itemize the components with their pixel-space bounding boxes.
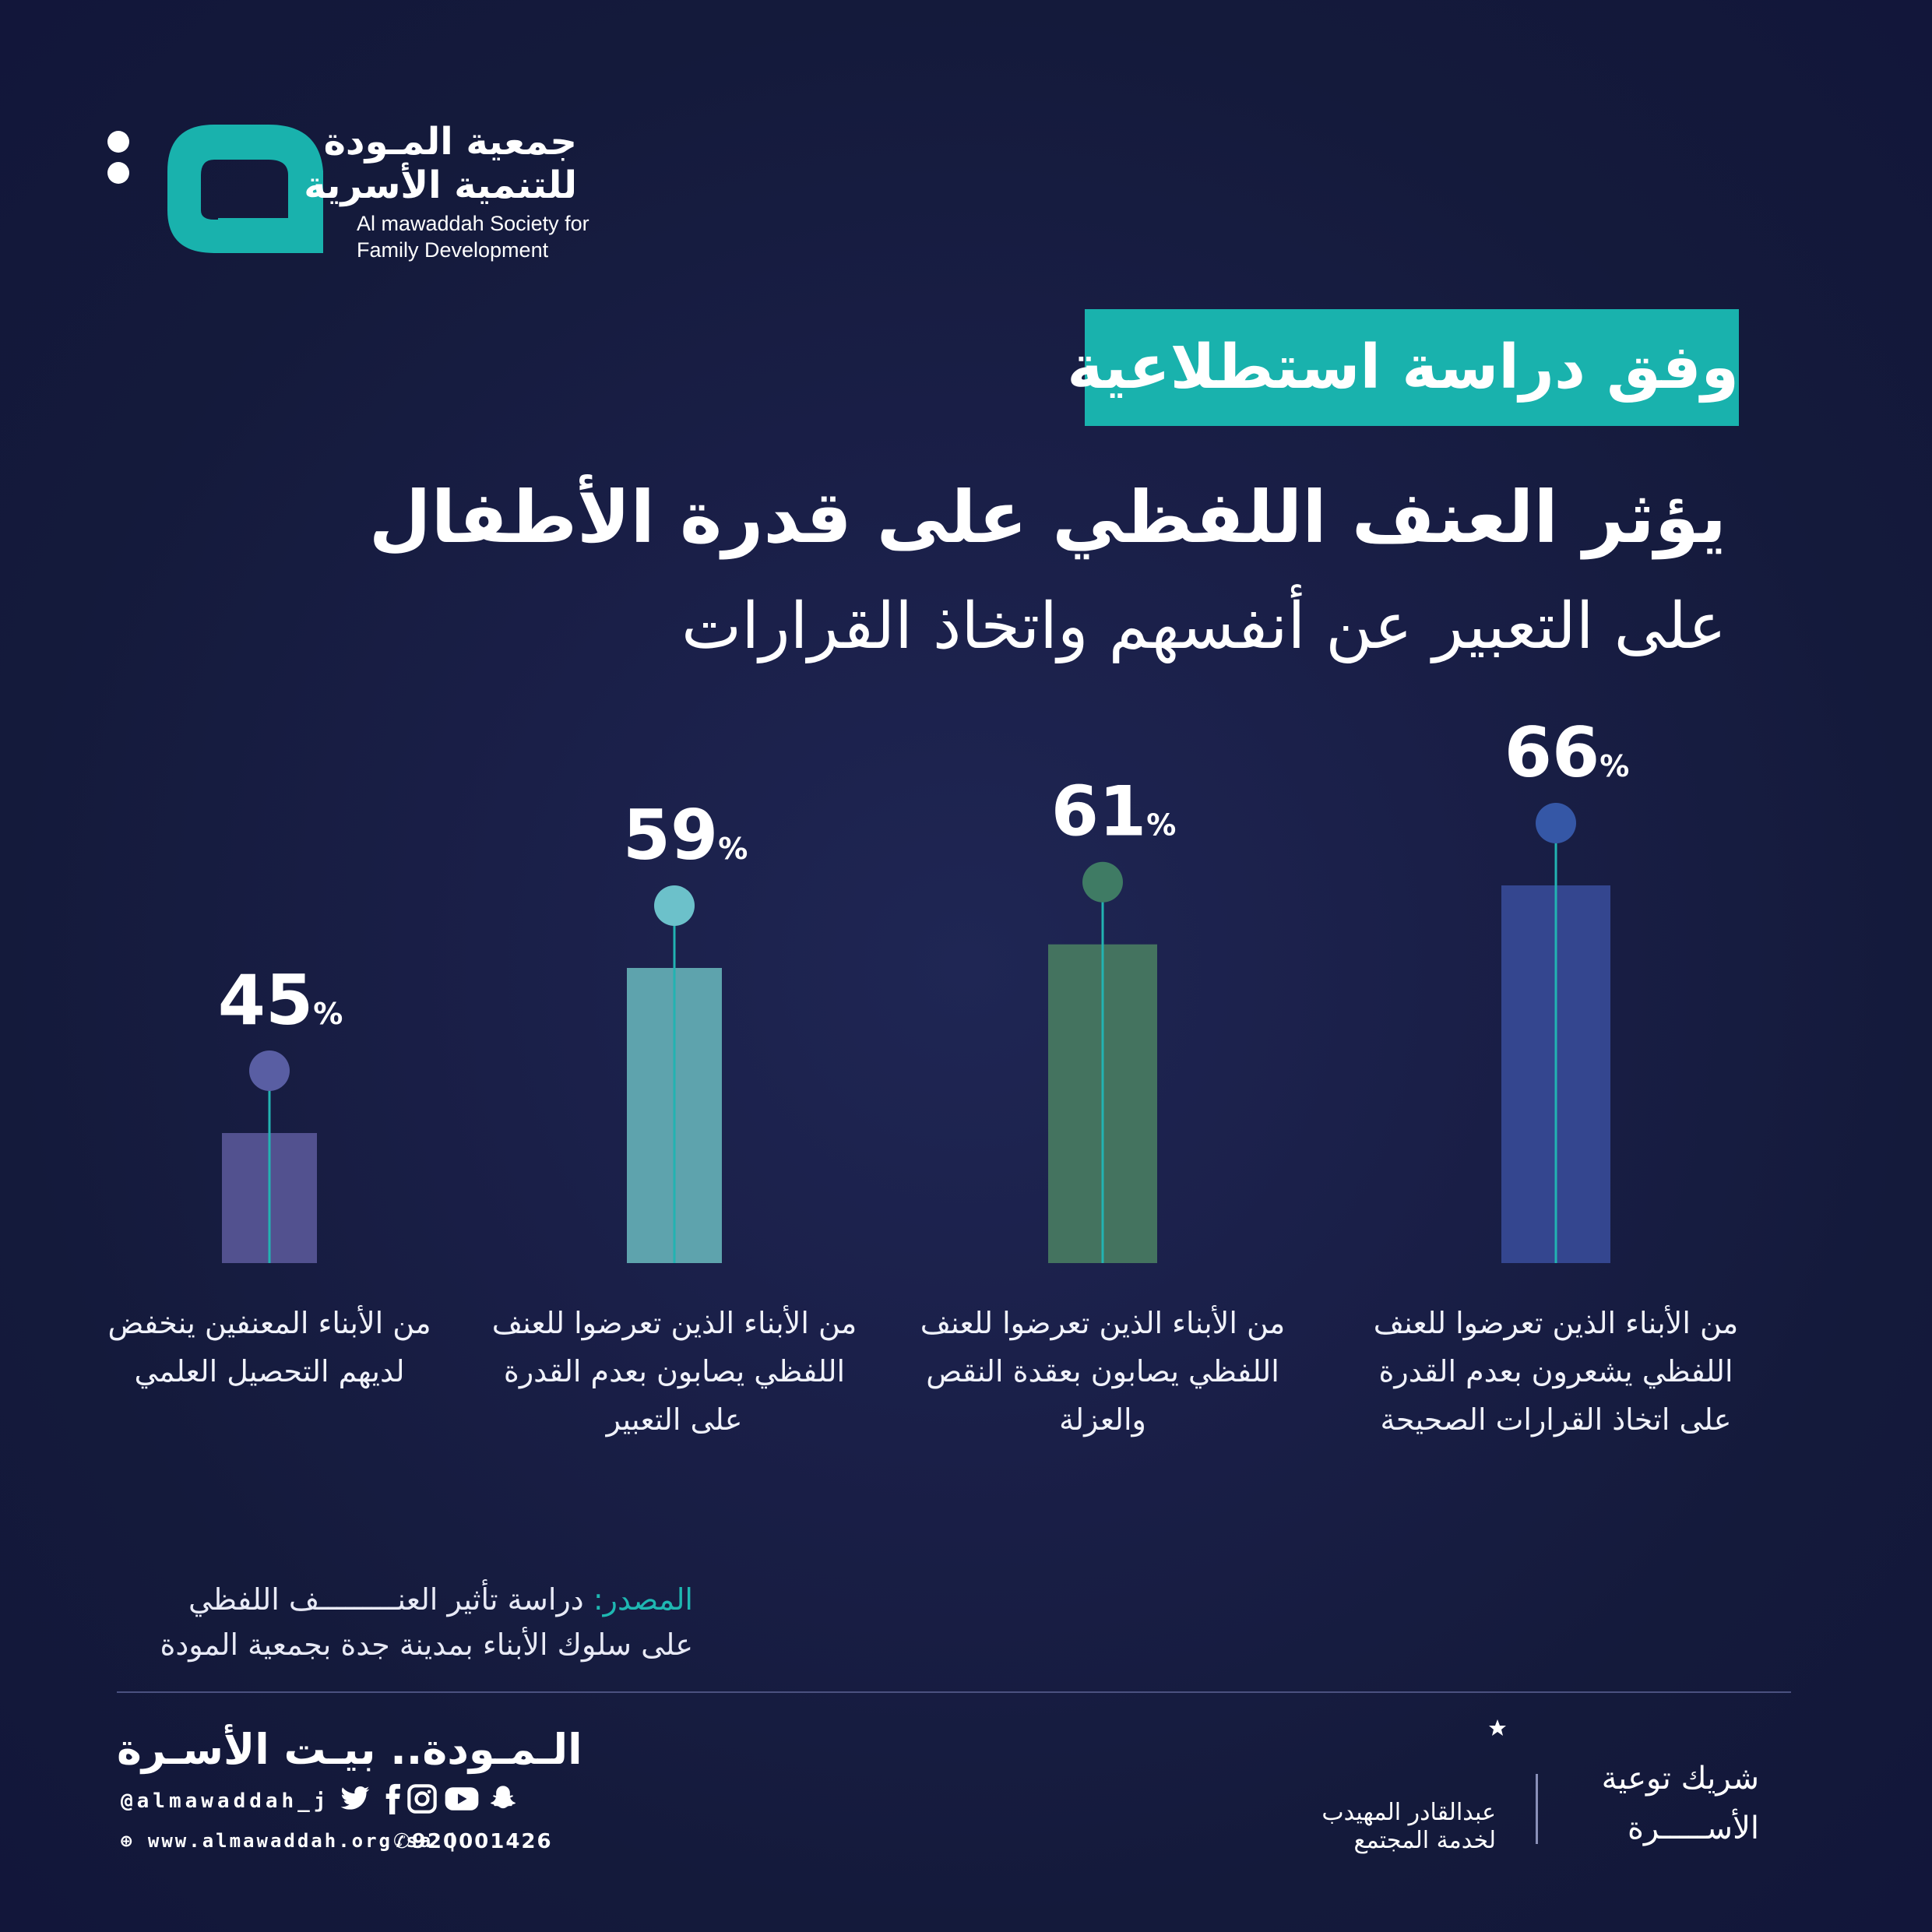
- bar-marker-3: [654, 885, 695, 926]
- source-label: المصدر:: [593, 1582, 693, 1617]
- slogan: الـمـودة.. بيـت الأسـرة: [117, 1725, 582, 1774]
- source-line2: على سلوك الأبناء بمدينة جدة بجمعية المود…: [160, 1628, 693, 1662]
- partner-label-line1: شريك توعية: [1601, 1761, 1759, 1797]
- chart-title: يؤثر العنف اللفظي على قدرة الأطفال: [368, 476, 1726, 559]
- category-label-1: من الأبناء الذين تعرضوا للعنف اللفظي يشع…: [1373, 1306, 1739, 1437]
- separator: |: [446, 1830, 461, 1852]
- phone-number: 920001426: [411, 1830, 553, 1853]
- value-label-1: 66%: [1504, 713, 1630, 793]
- footer-divider: [117, 1691, 1791, 1693]
- website-text: www.almawaddah.org.sa: [147, 1830, 434, 1852]
- partner-name: عبدالقادر المهيدب لخدمة المجتمع: [1321, 1799, 1496, 1855]
- partner-name-line1: عبدالقادر المهيدب: [1321, 1799, 1496, 1826]
- value-label-2: 61%: [1051, 772, 1177, 852]
- partner-name-line2: لخدمة المجتمع: [1353, 1827, 1497, 1854]
- social-handle[interactable]: @almawaddah_j: [121, 1789, 330, 1813]
- crescent-star-icon: [1433, 1719, 1506, 1787]
- category-label-2: من الأبناء الذين تعرضوا للعنف اللفظي يصا…: [920, 1306, 1286, 1437]
- category-label-3: من الأبناء الذين تعرضوا للعنف اللفظي يصا…: [491, 1306, 857, 1437]
- bar-1: [1501, 885, 1610, 1263]
- bar-marker-1: [1536, 803, 1576, 843]
- chart-subtitle: على التعبير عن أنفسهم واتخاذ القرارات: [681, 589, 1726, 663]
- organization-logo-mark: [107, 125, 323, 253]
- category-label-4: من الأبناء المعنفين ينخفض لديهم التحصيل …: [107, 1306, 431, 1388]
- phone-link[interactable]: ✆920001426: [393, 1830, 553, 1853]
- org-name-ar-line2: للتنمية الأسرية: [304, 164, 577, 207]
- bar-3: [627, 968, 722, 1263]
- twitter-icon[interactable]: [340, 1783, 371, 1814]
- instagram-icon[interactable]: [406, 1783, 438, 1814]
- org-name-ar-line1: جمعية المـودة: [323, 120, 577, 164]
- value-label-4: 45%: [218, 960, 343, 1040]
- org-name-en-line1: Al mawaddah Society for: [357, 212, 589, 235]
- bar-marker-4: [249, 1050, 290, 1091]
- bar-4: [222, 1133, 317, 1263]
- globe-icon: ⊕: [121, 1830, 135, 1852]
- source-line1: دراسة تأثير العنـــــــــف اللفظي: [188, 1582, 584, 1617]
- bar-marker-2: [1082, 861, 1123, 903]
- org-name-en-line2: Family Development: [357, 238, 549, 262]
- source-note: المصدر: دراسة تأثير العنـــــــــف اللفظ…: [117, 1577, 693, 1667]
- partner-divider: [1536, 1774, 1538, 1844]
- partner-label: شريك توعية الأســـــرة: [1572, 1754, 1759, 1853]
- bar-2: [1048, 944, 1157, 1263]
- website-link[interactable]: ⊕ www.almawaddah.org.sa |: [121, 1830, 460, 1852]
- value-label-3: 59%: [623, 795, 748, 875]
- snapchat-icon[interactable]: [487, 1783, 519, 1814]
- facebook-icon[interactable]: [377, 1783, 408, 1814]
- partner-label-line2: الأســـــرة: [1627, 1811, 1759, 1846]
- survey-tag: وفق دراسة استطلاعية: [1067, 309, 1739, 426]
- youtube-icon[interactable]: [444, 1783, 480, 1814]
- phone-icon: ✆: [393, 1830, 412, 1853]
